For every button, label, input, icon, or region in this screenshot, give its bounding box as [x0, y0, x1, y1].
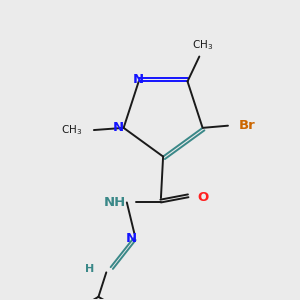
Text: H: H [85, 264, 94, 274]
Text: N: N [126, 232, 137, 245]
Text: Br: Br [239, 119, 256, 132]
Text: N: N [113, 122, 124, 134]
Text: CH$_3$: CH$_3$ [61, 123, 82, 137]
Text: O: O [197, 191, 208, 204]
Text: N: N [133, 73, 144, 86]
Text: CH$_3$: CH$_3$ [192, 39, 213, 52]
Text: NH: NH [104, 196, 126, 209]
